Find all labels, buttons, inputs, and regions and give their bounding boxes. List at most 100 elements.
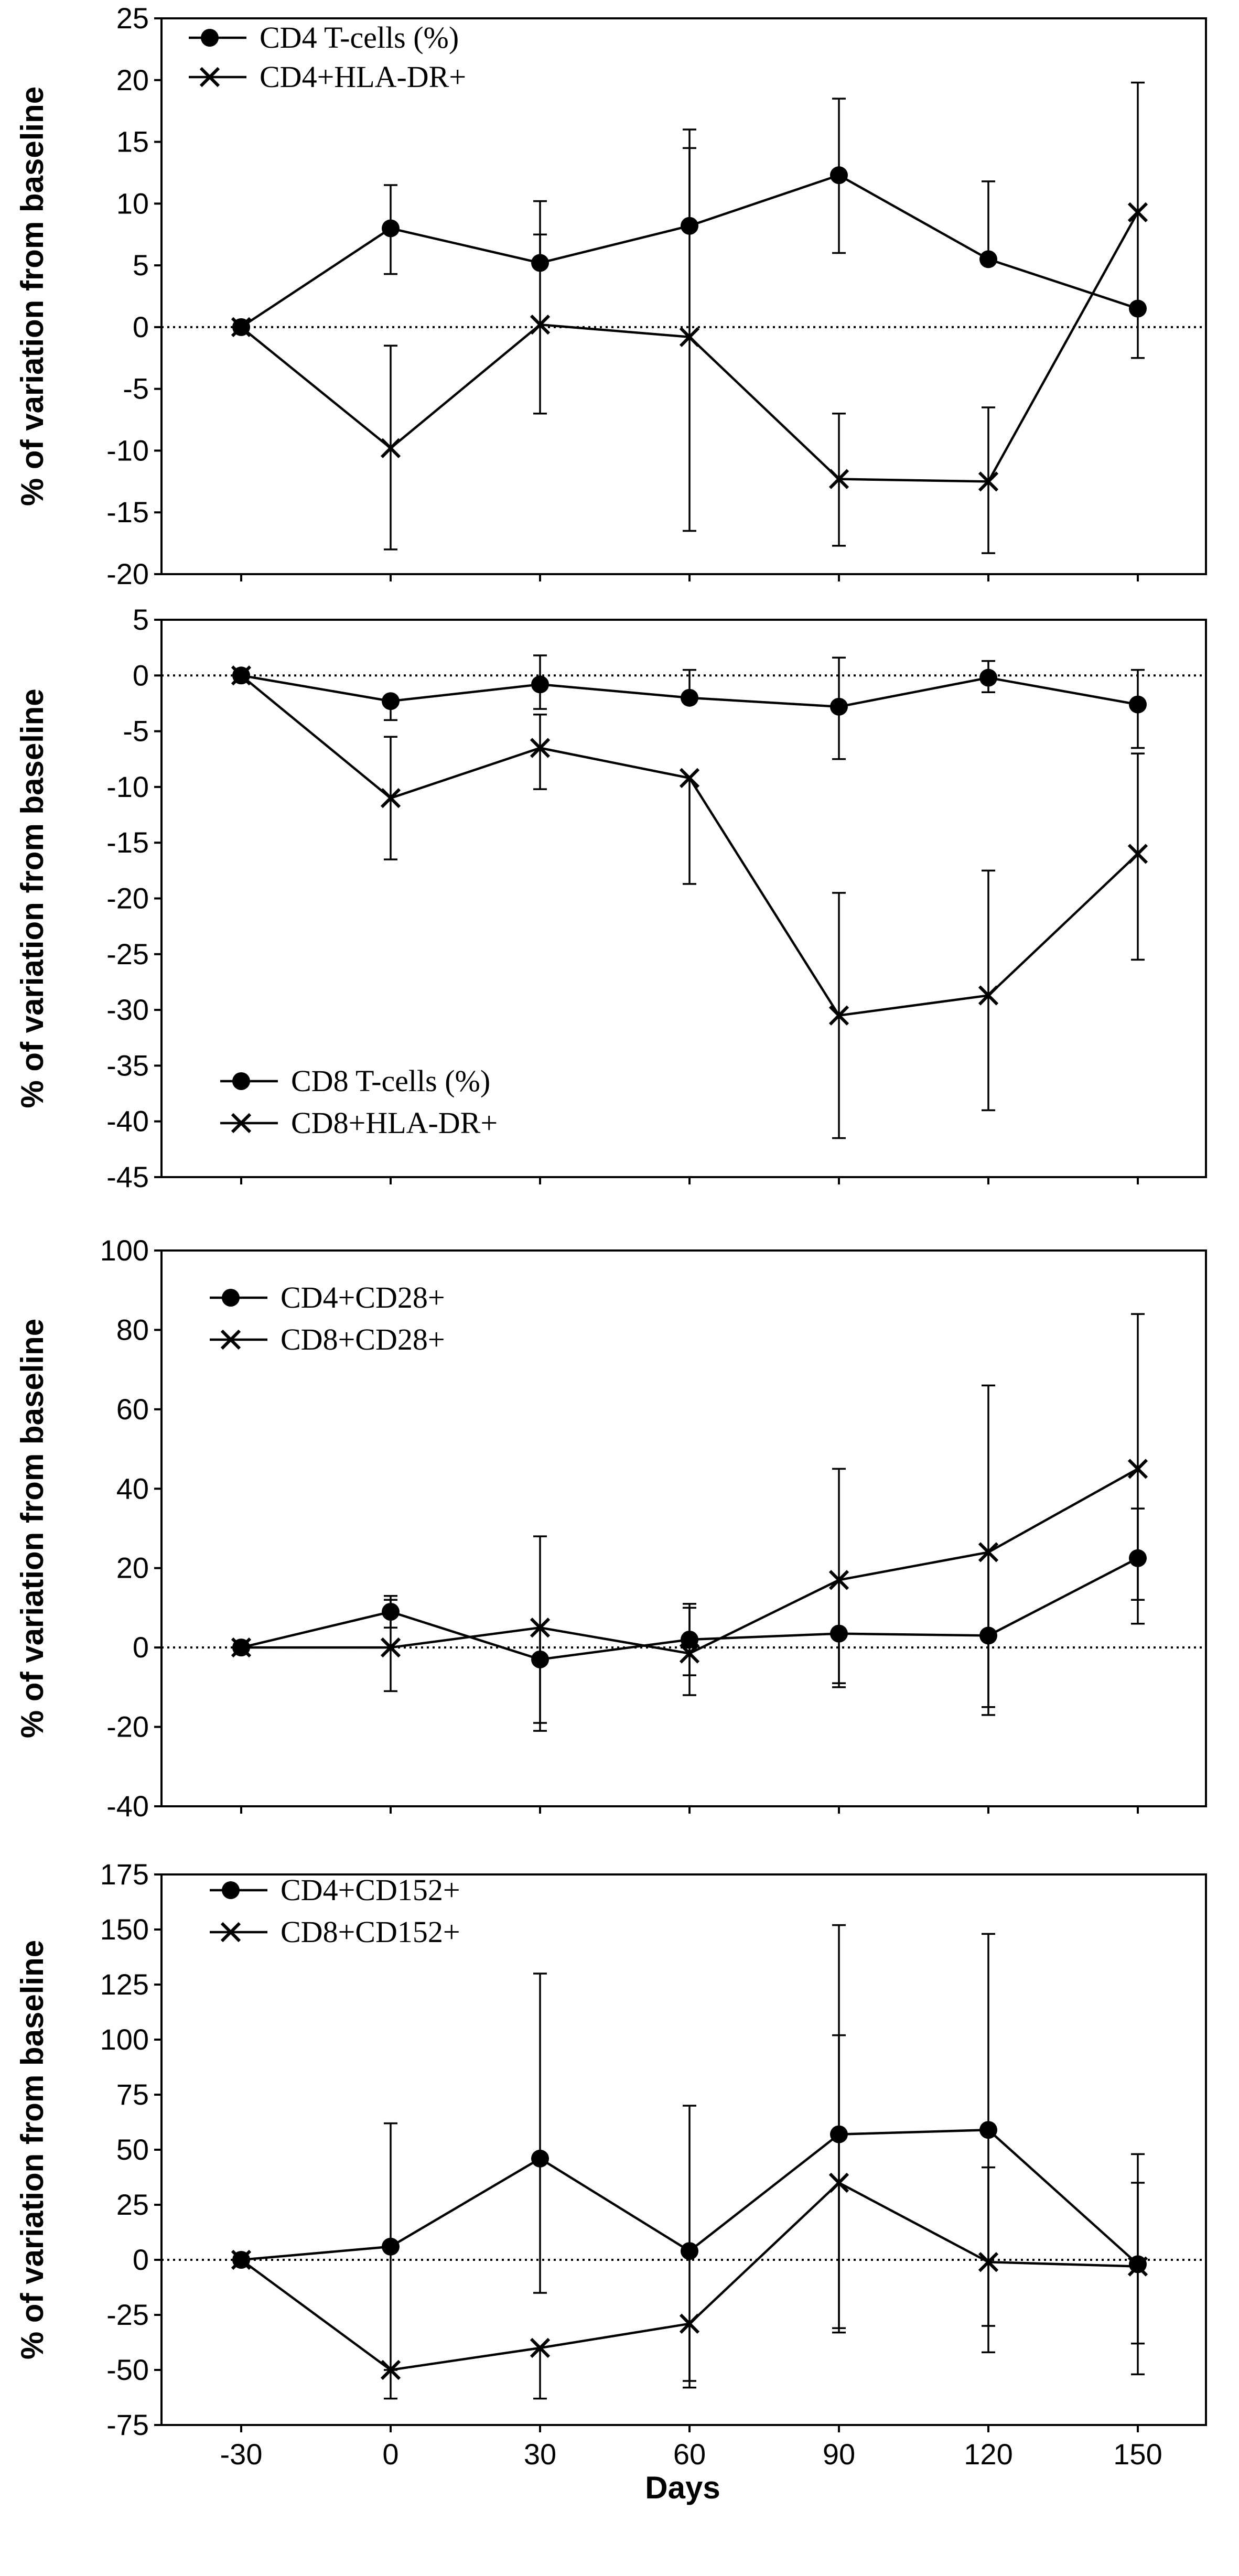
y-tick-label: 175 [100,1858,149,1891]
y-tick-label: -5 [123,372,149,405]
y-tick-label: 25 [116,2188,149,2221]
legend-label: CD4+CD28+ [281,1280,445,1314]
legend-marker [231,1113,252,1134]
data-point [530,2337,551,2358]
y-tick-label: 125 [100,1968,149,2001]
y-axis-title: % of variation from baseline [15,87,50,506]
legend-marker [222,1289,240,1307]
data-point [530,315,551,335]
data-point [978,1542,999,1562]
data-point [979,2121,997,2139]
y-tick-label: 100 [100,1234,149,1267]
y-tick-label: -5 [123,715,149,748]
y-tick-label: 25 [116,2,149,35]
y-tick-label: -20 [106,1710,149,1743]
data-point [382,219,400,238]
data-point [978,471,999,492]
data-point [380,438,401,458]
y-axis-title: % of variation from baseline [15,1319,50,1738]
data-point [979,669,997,687]
legend-marker [232,1072,250,1090]
data-point [531,2149,549,2168]
data-point [830,697,848,716]
data-point [1129,695,1147,714]
x-tick-label: 150 [1113,2438,1162,2471]
panel-cd4-hla-dr: -20 -15 -10 -5 0 5 10 15 20 25 % of variation from… [15,2,1207,590]
y-tick-label: 10 [116,187,149,220]
data-point [382,692,400,710]
data-point [530,738,551,758]
x-tick-label: 0 [382,2438,398,2471]
y-tick-label: 75 [116,2078,149,2111]
y-tick-label: -25 [106,937,149,971]
data-point [828,469,849,489]
data-point [679,327,700,347]
data-point [679,2313,700,2334]
data-point [380,2359,401,2380]
y-tick-label: -45 [106,1160,149,1193]
x-axis-title: Days [645,2470,720,2505]
series-x [231,1313,1148,1732]
data-point [830,166,848,185]
y-tick-label: -15 [106,495,149,529]
data-point [978,2252,999,2272]
data-point [231,2249,252,2270]
data-point [679,768,700,789]
plot-frame [160,1249,1207,1807]
y-tick-label: -20 [106,557,149,590]
x-tick-label: 90 [823,2438,855,2471]
panel-cd152: -75 -50 -25 0 25 50 75 100 125 150 175 % of variati… [15,1858,1207,2441]
y-tick-label: -10 [106,770,149,803]
series-circle [232,1924,1147,2382]
y-tick-label: -50 [106,2353,149,2386]
panel-cd8-hla-dr: -45 -40 -35 -30 -25 -20 -15 -10 -5 0 5 % of variati… [15,603,1207,1193]
y-tick-label: 0 [133,310,149,343]
data-point [828,2172,849,2193]
data-point [681,688,698,707]
x-axis-tick-labels: -30 0 30 60 90 120 150 [220,2438,1162,2471]
y-tick-label: 0 [133,659,149,692]
y-tick-label: 150 [100,1913,149,1946]
y-tick-label: -10 [106,434,149,467]
data-point [231,665,252,686]
legend-label: CD4+CD152+ [281,1873,460,1907]
data-point [681,2242,698,2260]
data-point [1127,2256,1148,2277]
data-point [530,1618,551,1638]
y-tick-label: 80 [116,1313,149,1346]
x-tick-label: 30 [524,2438,556,2471]
legend-marker [220,1329,241,1350]
data-point [380,788,401,809]
data-point [1127,1459,1148,1479]
data-point [979,250,997,268]
panel-cd28: -40 -20 0 20 40 60 80 100 % of variation from ba… [15,1234,1207,1823]
data-point [828,1570,849,1590]
legend-label: CD4 T-cells (%) [260,20,459,55]
y-tick-label: 20 [116,1551,149,1585]
data-point [231,317,252,338]
y-tick-label: -40 [106,1790,149,1823]
y-tick-label: 0 [133,2243,149,2276]
legend-marker [222,1881,240,1899]
y-tick-label: 100 [100,2023,149,2056]
y-tick-label: 60 [116,1393,149,1426]
data-point [1127,844,1148,864]
legend-label: CD8+CD28+ [281,1322,445,1356]
data-point [382,2237,400,2256]
data-point [531,675,549,694]
legend-marker [220,1922,241,1943]
legend-label: CD8 T-cells (%) [291,1064,490,1098]
data-point [231,1637,252,1658]
data-point [380,1637,401,1658]
y-tick-label: 15 [116,125,149,158]
plot-frame [160,17,1207,575]
y-axis-title: % of variation from baseline [15,688,50,1108]
y-tick-label: 50 [116,2133,149,2166]
legend-label: CD4+HLA-DR+ [260,60,466,94]
y-tick-label: 40 [116,1472,149,1505]
y-axis-title: % of variation from baseline [15,1940,50,2359]
y-tick-label: -75 [106,2408,149,2441]
y-tick-label: 20 [116,63,149,96]
x-tick-label: 120 [964,2438,1012,2471]
